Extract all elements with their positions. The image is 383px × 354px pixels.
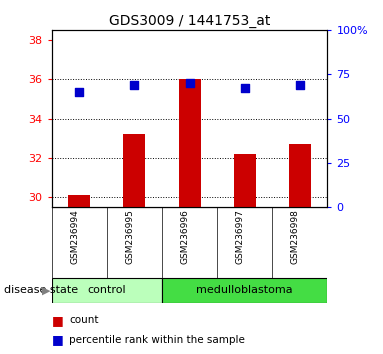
Text: control: control <box>88 285 126 295</box>
Bar <box>68 195 90 207</box>
Text: GSM236998: GSM236998 <box>291 209 300 264</box>
Text: GSM236995: GSM236995 <box>126 209 134 264</box>
Text: percentile rank within the sample: percentile rank within the sample <box>69 335 245 345</box>
Bar <box>178 79 201 207</box>
Bar <box>162 278 327 303</box>
Point <box>131 82 137 88</box>
Bar <box>289 144 311 207</box>
Text: ■: ■ <box>52 314 64 327</box>
Point <box>297 82 303 88</box>
Text: ■: ■ <box>52 333 64 346</box>
Text: GSM236994: GSM236994 <box>70 209 79 264</box>
Bar <box>234 154 256 207</box>
Text: ▶: ▶ <box>42 285 51 295</box>
Text: count: count <box>69 315 98 325</box>
Bar <box>52 278 162 303</box>
Text: medulloblastoma: medulloblastoma <box>196 285 293 295</box>
Text: GSM236997: GSM236997 <box>236 209 245 264</box>
Point <box>76 89 82 95</box>
Text: GSM236996: GSM236996 <box>181 209 190 264</box>
Point <box>242 86 248 91</box>
Text: disease state: disease state <box>4 285 78 295</box>
Point <box>187 80 193 86</box>
Bar <box>123 134 146 207</box>
Title: GDS3009 / 1441753_at: GDS3009 / 1441753_at <box>109 14 270 28</box>
